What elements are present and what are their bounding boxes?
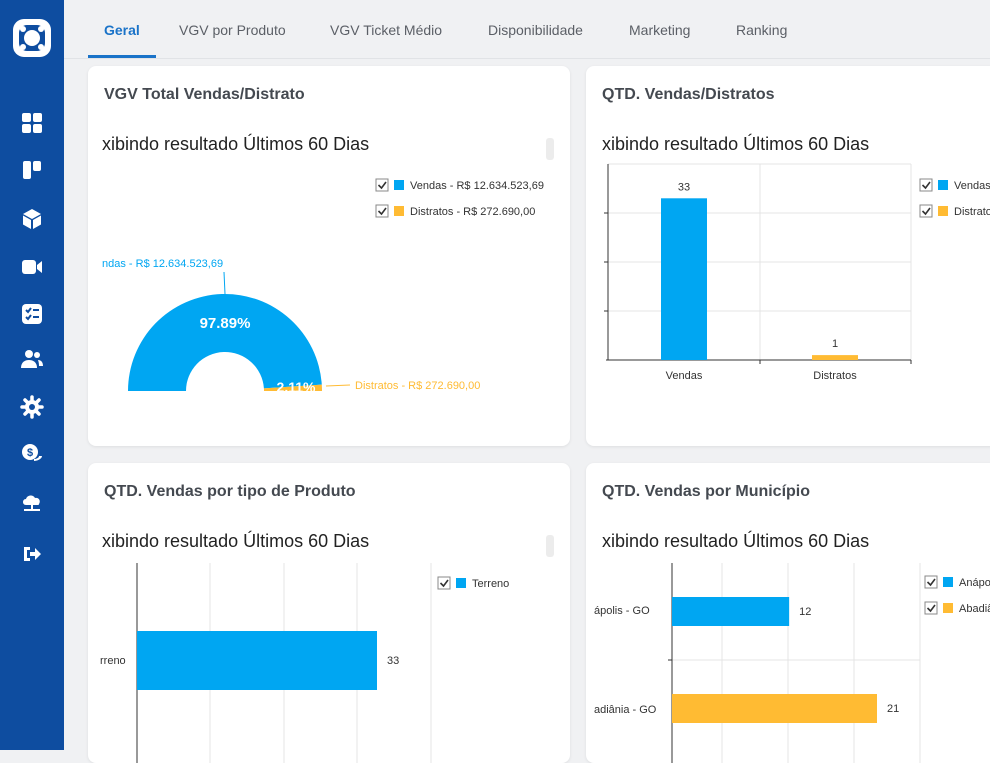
percent-label-distratos: 2.11% — [277, 379, 316, 395]
cloud-network-icon[interactable] — [20, 491, 44, 515]
legend-label-distratos: Distrato — [954, 206, 990, 218]
pie-chart: Vendas - R$ 12.634.523,69 Distratos - R$… — [102, 178, 544, 395]
card-subtitle: xibindo resultado Últimos 60 Dias — [102, 531, 370, 551]
leader-line-vendas — [223, 271, 226, 295]
bar-anapolis[interactable] — [672, 597, 790, 626]
leader-line-distratos — [325, 384, 351, 387]
slice-label-distratos: Distratos - R$ 272.690,00 — [355, 380, 480, 392]
tab-ranking[interactable]: Ranking — [736, 22, 788, 38]
pie-slice-distratos[interactable] — [263, 384, 322, 391]
legend-swatch-anapolis — [943, 577, 953, 587]
logout-icon[interactable] — [20, 542, 44, 566]
legend-label-terreno: Terreno — [472, 578, 509, 590]
bar-chart-vertical: 33 1 Vendas Distratos Vendas Distrato — [604, 163, 990, 382]
legend-label-distratos: Distratos - R$ 272.690,00 — [410, 206, 535, 218]
money-icon[interactable]: $ — [20, 442, 44, 466]
bar-vendas[interactable] — [661, 198, 707, 360]
sidebar: $ — [0, 0, 64, 750]
x-tick-label-vendas: Vendas — [666, 370, 703, 382]
grid-icon[interactable] — [20, 111, 44, 135]
bar-value-label-distratos: 1 — [832, 338, 838, 350]
tab-vgv-por-produto[interactable]: VGV por Produto — [179, 22, 286, 38]
card-title: QTD. Vendas por Município — [602, 483, 811, 500]
gear-icon[interactable] — [20, 395, 44, 419]
bar-terreno[interactable] — [137, 631, 377, 690]
legend-label-vendas: Vendas — [954, 180, 990, 192]
card-subtitle: xibindo resultado Últimos 60 Dias — [602, 134, 870, 154]
legend-item-abadiania[interactable]: Abadiâ — [924, 601, 990, 615]
legend-swatch-distratos — [938, 206, 948, 216]
percent-label-vendas: 97.89% — [200, 315, 251, 332]
bar-distratos[interactable] — [812, 355, 858, 360]
legend-swatch-vendas — [394, 180, 404, 190]
card-subtitle: xibindo resultado Últimos 60 Dias — [102, 134, 370, 154]
bar-chart-horizontal: 33 rreno Terreno — [100, 563, 509, 763]
bar-chart-horizontal: 12 21 ápolis - GO adiânia - GO Anápo Aba… — [594, 563, 990, 763]
legend-item-anapolis[interactable]: Anápo — [924, 575, 990, 589]
card-title: QTD. Vendas por tipo de Produto — [104, 483, 356, 500]
svg-text:$: $ — [27, 447, 33, 459]
pie-slice-vendas[interactable] — [128, 294, 322, 391]
x-tick-label-distratos: Distratos — [813, 370, 857, 382]
legend-item-terreno[interactable]: Terreno — [437, 576, 509, 590]
legend-label-anapolis: Anápo — [959, 577, 990, 589]
legend-item-vendas[interactable]: Vendas - R$ 12.634.523,69 — [375, 178, 544, 192]
tab-geral[interactable]: Geral — [104, 22, 140, 38]
kanban-icon[interactable] — [20, 158, 44, 182]
card-qtd-vendas-distratos: QTD. Vendas/Distratos xibindo resultado … — [586, 66, 990, 446]
card-vgv-total: VGV Total Vendas/Distrato xibindo result… — [88, 66, 570, 446]
bar-value-label-terreno: 33 — [387, 655, 399, 667]
tab-marketing[interactable]: Marketing — [629, 22, 691, 38]
video-icon[interactable] — [20, 255, 44, 279]
users-icon[interactable] — [20, 347, 44, 371]
legend-swatch-terreno — [456, 578, 466, 588]
legend-label-vendas: Vendas - R$ 12.634.523,69 — [410, 180, 544, 192]
tab-vgv-ticket-medio[interactable]: VGV Ticket Médio — [330, 22, 443, 38]
active-tab-indicator — [88, 55, 156, 58]
chart-scrollbar[interactable] — [546, 535, 554, 557]
legend-item-distratos[interactable]: Distratos - R$ 272.690,00 — [375, 204, 535, 218]
chart-scrollbar[interactable] — [546, 138, 554, 160]
legend-item-distratos[interactable]: Distrato — [919, 204, 990, 218]
app-logo-icon[interactable] — [12, 18, 52, 58]
tab-bar: Geral VGV por Produto VGV Ticket Médio D… — [64, 0, 990, 59]
card-title: QTD. Vendas/Distratos — [602, 86, 775, 103]
bar-value-label-vendas: 33 — [678, 181, 690, 193]
legend-label-abadiania: Abadiâ — [959, 603, 990, 615]
legend-swatch-distratos — [394, 206, 404, 216]
card-qtd-por-produto: QTD. Vendas por tipo de Produto xibindo … — [88, 463, 570, 763]
bar-abadiania[interactable] — [672, 694, 877, 723]
legend-swatch-abadiania — [943, 603, 953, 613]
y-tick-label-anapolis: ápolis - GO — [594, 605, 650, 617]
checklist-icon[interactable] — [20, 302, 44, 326]
legend-swatch-vendas — [938, 180, 948, 190]
legend-item-vendas[interactable]: Vendas — [919, 178, 990, 192]
card-qtd-por-municipio: QTD. Vendas por Município xibindo result… — [586, 463, 990, 763]
card-title: VGV Total Vendas/Distrato — [104, 86, 305, 103]
bar-value-label-anapolis: 12 — [799, 606, 811, 618]
bar-value-label-abadiania: 21 — [887, 703, 899, 715]
card-subtitle: xibindo resultado Últimos 60 Dias — [602, 531, 870, 551]
y-tick-label-terreno: rreno — [100, 655, 126, 667]
cube-icon[interactable] — [20, 207, 44, 231]
slice-label-vendas: ndas - R$ 12.634.523,69 — [102, 258, 223, 270]
y-tick-label-abadiania: adiânia - GO — [594, 704, 657, 716]
tab-disponibilidade[interactable]: Disponibilidade — [488, 22, 583, 38]
